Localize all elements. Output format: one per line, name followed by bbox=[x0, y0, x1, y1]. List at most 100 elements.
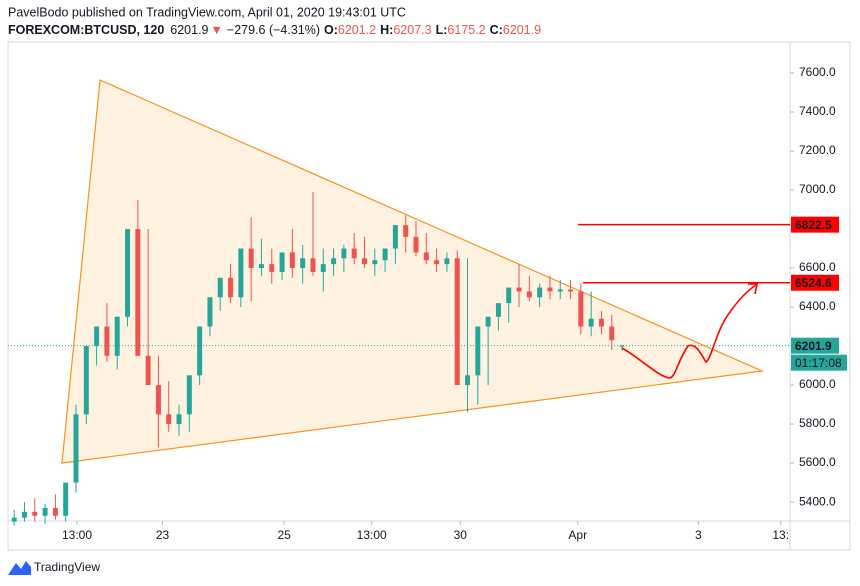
change: −279.6 (−4.31%) bbox=[227, 23, 320, 37]
brand-name: TradingView bbox=[34, 560, 100, 574]
candle-body bbox=[32, 511, 38, 516]
candle-body bbox=[186, 375, 192, 415]
price-label: 6524.6 bbox=[795, 276, 832, 290]
candle-body bbox=[372, 260, 378, 265]
y-tick-label: 7000.0 bbox=[799, 182, 836, 196]
candle-body bbox=[392, 225, 398, 249]
l-label: L: bbox=[436, 23, 448, 37]
candle-body bbox=[94, 326, 100, 347]
candle-body bbox=[444, 258, 450, 265]
candle-body bbox=[114, 316, 120, 356]
countdown: 01:17:08 bbox=[795, 356, 842, 370]
price-label-box bbox=[791, 216, 839, 233]
candle-body bbox=[289, 252, 295, 269]
x-tick-label: 3 bbox=[695, 528, 702, 542]
y-tick-label: 7600.0 bbox=[799, 65, 836, 79]
candle-body bbox=[300, 258, 306, 269]
o-value: 6201.2 bbox=[338, 23, 376, 37]
c-label: C: bbox=[490, 23, 503, 37]
candle-body bbox=[145, 355, 151, 386]
candle-body bbox=[207, 297, 213, 327]
triangle-drawing bbox=[61, 79, 765, 464]
y-tick-label: 6400.0 bbox=[799, 299, 836, 313]
candle-body bbox=[537, 287, 543, 298]
candle-body bbox=[238, 248, 244, 298]
y-tick-label: 6600.0 bbox=[799, 260, 836, 274]
candle-body bbox=[598, 318, 604, 327]
y-tick-label: 5800.0 bbox=[799, 416, 836, 430]
candle-body bbox=[516, 287, 522, 292]
c-value: 6201.9 bbox=[503, 23, 541, 37]
candle-body bbox=[42, 507, 48, 516]
candle-body bbox=[11, 517, 17, 522]
candle-body bbox=[465, 375, 471, 386]
candle-body bbox=[63, 482, 69, 516]
candle-body bbox=[320, 264, 326, 272]
brand-icon bbox=[8, 561, 31, 575]
candle-body bbox=[475, 326, 481, 376]
candle-body bbox=[52, 507, 58, 516]
candle-body bbox=[228, 277, 234, 298]
symbol: FOREXCOM:BTCUSD, 120 bbox=[8, 23, 164, 37]
candle-body bbox=[495, 303, 501, 317]
x-tick-label: Apr bbox=[568, 528, 587, 542]
candle-body bbox=[619, 345, 625, 347]
candle-body bbox=[578, 291, 584, 327]
candle-body bbox=[341, 248, 347, 259]
x-tick-label: 23 bbox=[156, 528, 170, 542]
o-label: O: bbox=[324, 23, 338, 37]
candle-body bbox=[506, 287, 512, 304]
candle-body bbox=[382, 248, 388, 261]
countdown-box bbox=[791, 354, 847, 371]
candle-body bbox=[279, 252, 285, 272]
last: 6201.9 bbox=[170, 23, 208, 37]
candle-body bbox=[197, 326, 203, 376]
candle-body bbox=[310, 258, 316, 272]
legend-line: FOREXCOM:BTCUSD, 120 6201.9 ▼ −279.6 (−4.31… bbox=[8, 23, 541, 37]
candle-body bbox=[485, 316, 491, 327]
marks: 5400.05600.05800.06000.06200.06400.06600… bbox=[8, 65, 847, 542]
candle-body bbox=[568, 289, 574, 292]
y-tick-label: 7200.0 bbox=[799, 143, 836, 157]
candle-body bbox=[83, 346, 89, 415]
brand-logo bbox=[8, 561, 31, 575]
y-tick-label: 7400.0 bbox=[799, 104, 836, 118]
candle-body bbox=[135, 229, 141, 356]
price-label: 6822.5 bbox=[795, 218, 832, 232]
candle-body bbox=[155, 385, 161, 415]
candle-body bbox=[361, 258, 367, 265]
candle-body bbox=[423, 252, 429, 261]
down-arrow: ▼ bbox=[211, 23, 223, 37]
h-value: 6207.3 bbox=[393, 23, 431, 37]
x-tick-label: 13:00 bbox=[62, 528, 92, 542]
h-label: H: bbox=[380, 23, 393, 37]
candle-body bbox=[125, 229, 131, 317]
l-value: 6175.2 bbox=[447, 23, 485, 37]
price-label-box bbox=[791, 337, 839, 354]
chart-title: PavelBodo published on TradingView.com, … bbox=[8, 5, 406, 19]
candle-body bbox=[248, 248, 254, 269]
candle-body bbox=[588, 318, 594, 327]
y-tick-label: 5400.0 bbox=[799, 494, 836, 508]
candle-body bbox=[434, 260, 440, 265]
candle-body bbox=[258, 264, 264, 269]
x-tick-label: 30 bbox=[454, 528, 468, 542]
candle-body bbox=[609, 326, 615, 341]
candle-body bbox=[331, 258, 337, 265]
candle-body bbox=[413, 236, 419, 253]
price-label-box bbox=[791, 274, 839, 291]
candle-body bbox=[21, 511, 27, 518]
y-tick-label: 5600.0 bbox=[799, 455, 836, 469]
candle-body bbox=[217, 277, 223, 298]
candle-body bbox=[454, 258, 460, 386]
x-tick-label: 25 bbox=[277, 528, 291, 542]
candle-body bbox=[176, 414, 182, 425]
candle-body bbox=[526, 291, 532, 298]
candle-body bbox=[166, 414, 172, 425]
candle-body bbox=[547, 287, 553, 292]
candle-body bbox=[557, 289, 563, 292]
candle-body bbox=[104, 326, 110, 356]
x-tick-label: 13: bbox=[772, 528, 789, 542]
price-label: 6201.9 bbox=[795, 339, 832, 353]
